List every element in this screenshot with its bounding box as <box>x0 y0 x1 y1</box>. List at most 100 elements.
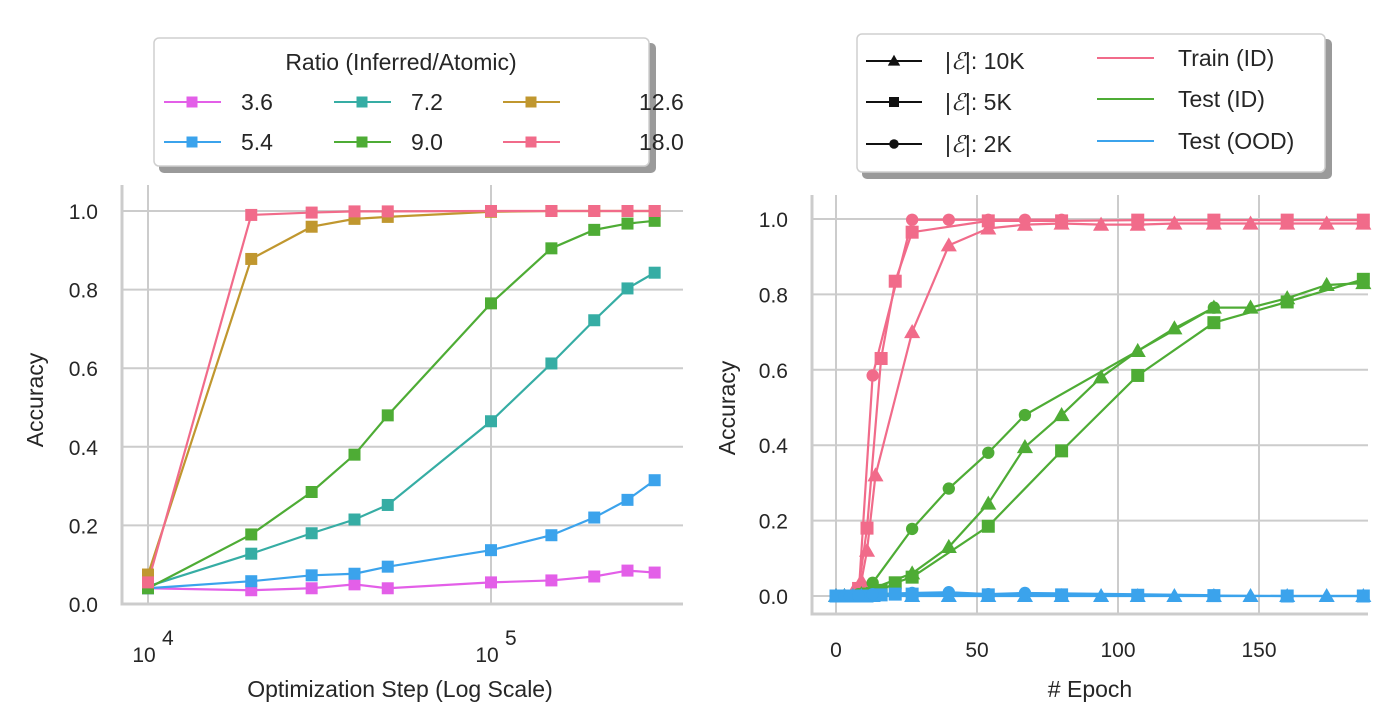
left-chart-panel: 0.0 0.2 0.4 0.6 0.8 1.0 10 4 10 5 Optimization S… <box>22 37 684 702</box>
right-series-lines <box>836 218 1364 598</box>
data-point-circle <box>982 446 995 459</box>
legend-label-size: |ℰ|: 10K <box>945 48 1025 75</box>
series-line-ratio-12.6 <box>146 209 655 575</box>
data-point-ratio-18.0 <box>621 205 634 217</box>
legend-label: 7.2 <box>411 89 443 115</box>
right-series-markers <box>827 213 1372 603</box>
data-point-triangle <box>1318 276 1335 292</box>
left-y-tick-label: 0.0 <box>69 594 98 617</box>
legend-marker-7.2 <box>356 96 368 108</box>
data-point-square <box>888 274 902 288</box>
data-point-square <box>1131 213 1145 227</box>
data-point-ratio-3.6 <box>545 574 558 587</box>
legend-triangle-icon <box>887 54 901 66</box>
legend-label: 5.4 <box>241 129 273 155</box>
data-point-triangle <box>1166 215 1183 230</box>
data-point-square <box>1055 444 1069 458</box>
data-point-square <box>981 519 995 533</box>
data-point-triangle <box>1016 439 1033 454</box>
series-line-ratio-9.0 <box>147 219 655 590</box>
right-y-tick-label: 0.4 <box>759 435 789 458</box>
data-point-square <box>888 576 902 590</box>
data-point-circle <box>866 369 879 382</box>
data-point-ratio-9.0 <box>348 448 361 461</box>
data-point-square <box>1055 588 1069 602</box>
right-legend-box <box>856 33 1326 173</box>
data-point-triangle <box>1242 215 1259 230</box>
data-point-square <box>1207 316 1221 330</box>
data-point-ratio-9.0 <box>648 214 661 227</box>
left-y-tick-label: 0.4 <box>69 437 99 460</box>
data-point-ratio-7.2 <box>348 513 361 526</box>
data-point-ratio-9.0 <box>245 528 258 541</box>
data-point-ratio-18.0 <box>381 205 394 218</box>
right-y-tick-label: 0.0 <box>759 586 788 609</box>
data-point-ratio-3.6 <box>621 564 634 577</box>
data-point-circle <box>982 213 995 226</box>
left-legend-box <box>153 37 650 167</box>
left-y-tick-label: 1.0 <box>69 201 98 224</box>
data-point-ratio-7.2 <box>485 415 497 428</box>
data-point-ratio-5.4 <box>588 511 601 524</box>
data-point-square <box>888 587 902 601</box>
data-point-triangle <box>980 220 997 235</box>
data-point-triangle <box>1242 299 1259 314</box>
data-point-ratio-12.6 <box>305 220 318 233</box>
data-point-ratio-18.0 <box>588 205 601 217</box>
data-point-ratio-7.2 <box>621 282 634 295</box>
data-point-ratio-18.0 <box>648 205 661 217</box>
legend-label-split: Train (ID) <box>1178 45 1274 71</box>
data-point-ratio-7.2 <box>588 314 601 327</box>
legend-label-split: Test (OOD) <box>1178 128 1294 154</box>
series-line-ratio-5.4 <box>147 479 656 590</box>
data-point-ratio-5.4 <box>381 560 394 573</box>
data-point-circle <box>982 587 995 601</box>
data-point-ratio-18.0 <box>348 205 361 218</box>
data-point-triangle <box>1166 320 1183 335</box>
data-point-triangle <box>1093 369 1110 384</box>
right-x-tick-label: 50 <box>965 639 988 662</box>
legend-marker-18.0 <box>525 136 537 148</box>
data-point-ratio-18.0 <box>245 208 258 221</box>
data-point-triangle <box>1318 215 1335 230</box>
data-point-circle <box>852 589 865 603</box>
data-point-triangle <box>1242 587 1259 603</box>
right-x-axis-label: # Epoch <box>1048 676 1132 702</box>
data-point-ratio-9.0 <box>305 485 318 498</box>
left-y-tick-label: 0.6 <box>69 358 98 381</box>
data-point-circle <box>942 586 955 599</box>
data-point-square <box>1131 588 1145 602</box>
series-line <box>836 219 1364 598</box>
right-y-tick-labels: 0.0 0.2 0.4 0.6 0.8 1.0 <box>759 209 789 609</box>
right-x-tick-label: 0 <box>830 639 842 662</box>
data-point-circle <box>1207 589 1221 602</box>
right-x-tick-label: 100 <box>1100 639 1135 662</box>
data-point-circle <box>829 589 843 603</box>
data-point-ratio-7.2 <box>648 266 661 279</box>
data-point-circle <box>1207 301 1221 314</box>
data-point-ratio-12.6 <box>245 252 258 265</box>
data-point-circle <box>1018 213 1032 226</box>
right-chart-panel: 0.0 0.2 0.4 0.6 0.8 1.0 0 50 100 150 # Epoch Acc… <box>714 33 1372 702</box>
data-point-triangle <box>1166 587 1183 603</box>
data-point-ratio-7.2 <box>545 357 558 370</box>
data-point-ratio-9.0 <box>485 297 497 310</box>
data-point-square <box>905 570 919 584</box>
data-point-ratio-9.0 <box>545 242 558 255</box>
data-point-square <box>1280 213 1294 227</box>
data-point-circle <box>1055 213 1068 226</box>
data-point-square <box>1207 213 1221 227</box>
right-y-tick-label: 0.8 <box>759 284 788 307</box>
legend-marker-9.0 <box>356 136 368 148</box>
data-point-ratio-3.6 <box>381 582 394 595</box>
legend-label-size: |ℰ|: 2K <box>945 131 1012 158</box>
left-x-tick-labels: 10 4 10 5 <box>132 627 516 667</box>
data-point-ratio-7.2 <box>381 498 394 511</box>
left-series-markers <box>142 205 661 597</box>
data-point-triangle <box>867 467 884 482</box>
data-point-ratio-18.0 <box>142 576 154 589</box>
left-x-tick-label: 10 <box>132 644 155 667</box>
data-point-triangle <box>1318 587 1335 603</box>
data-point-triangle <box>980 495 997 510</box>
